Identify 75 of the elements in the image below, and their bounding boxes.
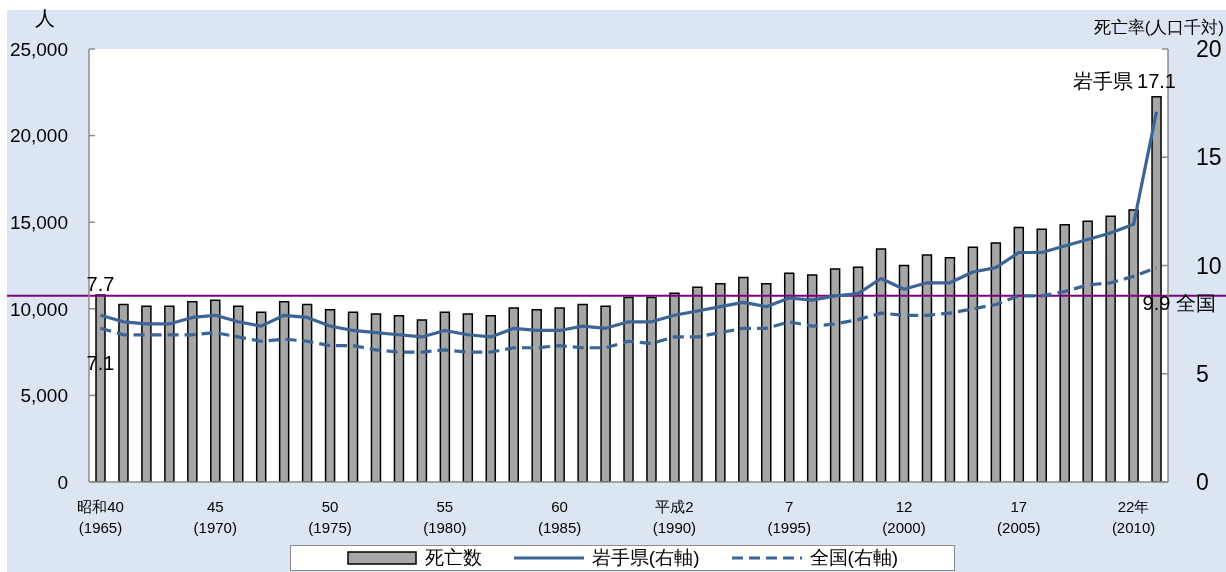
bar bbox=[531, 308, 542, 482]
text: 全国 bbox=[1175, 291, 1216, 314]
y2-tick-label: 20 bbox=[1196, 36, 1222, 63]
bar bbox=[646, 296, 657, 482]
y2-tick-label: 5 bbox=[1196, 360, 1209, 387]
x-tick-label: 12 (2000) bbox=[882, 498, 926, 536]
bar bbox=[118, 303, 129, 482]
bar bbox=[187, 301, 198, 482]
bar bbox=[692, 286, 703, 482]
bar bbox=[921, 254, 933, 482]
y-axis-title: 人 bbox=[34, 6, 56, 30]
bar bbox=[806, 274, 818, 482]
bar bbox=[1105, 215, 1116, 482]
bar bbox=[623, 296, 634, 482]
bar bbox=[554, 307, 565, 482]
bar bbox=[738, 276, 749, 482]
x-tick-label: 45 (1970) bbox=[193, 498, 237, 536]
bar bbox=[829, 268, 841, 482]
bar bbox=[301, 303, 313, 482]
bar bbox=[416, 319, 428, 482]
x-tick-label: 50 (1975) bbox=[308, 498, 352, 536]
bar bbox=[852, 266, 864, 482]
x-tick-label: 55 (1980) bbox=[423, 498, 467, 536]
y-tick-label: 0 bbox=[57, 471, 68, 493]
legend-label: 死亡数 bbox=[424, 546, 482, 570]
bar bbox=[347, 311, 359, 482]
bar bbox=[898, 264, 910, 482]
bar bbox=[370, 313, 382, 482]
y-tick-label: 10,000 bbox=[9, 298, 68, 320]
bar bbox=[600, 305, 611, 482]
legend-label: 全国(右軸) bbox=[809, 546, 899, 570]
bar bbox=[1082, 220, 1093, 482]
y2-tick-label: 0 bbox=[1196, 469, 1209, 496]
data-label: 17.1 bbox=[1137, 69, 1176, 92]
x-tick-label: 7 (1995) bbox=[767, 498, 811, 536]
bar bbox=[508, 307, 519, 482]
bar bbox=[967, 246, 979, 482]
x-tick-label: 昭和40 (1965) bbox=[77, 498, 124, 536]
legend-label: 岩手県(右軸) bbox=[591, 546, 700, 570]
bar bbox=[761, 282, 772, 482]
annotation: 岩手県 bbox=[1072, 69, 1133, 92]
bar bbox=[485, 314, 497, 482]
bar bbox=[210, 299, 221, 482]
bar bbox=[669, 292, 680, 482]
y-tick-label: 15,000 bbox=[9, 211, 68, 233]
y2-tick-label: 10 bbox=[1196, 252, 1222, 279]
bar bbox=[1059, 224, 1070, 482]
bar bbox=[439, 311, 451, 482]
bar bbox=[1128, 209, 1139, 482]
x-tick-label: 22年 (2010) bbox=[1111, 498, 1156, 536]
x-tick-label: 17 (2005) bbox=[997, 498, 1041, 536]
x-tick-label: 平成2 (1990) bbox=[652, 498, 697, 536]
y2-tick-label: 15 bbox=[1196, 144, 1222, 171]
bar bbox=[393, 314, 405, 482]
bar bbox=[1036, 228, 1048, 482]
bar bbox=[577, 303, 588, 482]
y-tick-label: 5,000 bbox=[20, 385, 68, 407]
y-tick-label: 20,000 bbox=[9, 125, 68, 147]
bar bbox=[462, 313, 474, 482]
bar bbox=[1013, 226, 1025, 482]
data-label: 7.7 bbox=[86, 273, 115, 296]
bar bbox=[232, 305, 244, 482]
bar bbox=[715, 282, 726, 482]
y-tick-label: 25,000 bbox=[9, 38, 68, 60]
bar bbox=[255, 311, 267, 482]
bar bbox=[164, 305, 175, 482]
x-tick-label: 60 (1985) bbox=[537, 498, 582, 536]
bar bbox=[783, 272, 795, 482]
bar bbox=[990, 242, 1002, 482]
bar bbox=[141, 305, 152, 482]
bar bbox=[278, 301, 290, 482]
bar bbox=[944, 256, 956, 482]
bar bbox=[875, 248, 887, 482]
bar bbox=[324, 308, 336, 482]
y2-axis-title: 死亡率(人口千対) bbox=[1093, 17, 1224, 39]
